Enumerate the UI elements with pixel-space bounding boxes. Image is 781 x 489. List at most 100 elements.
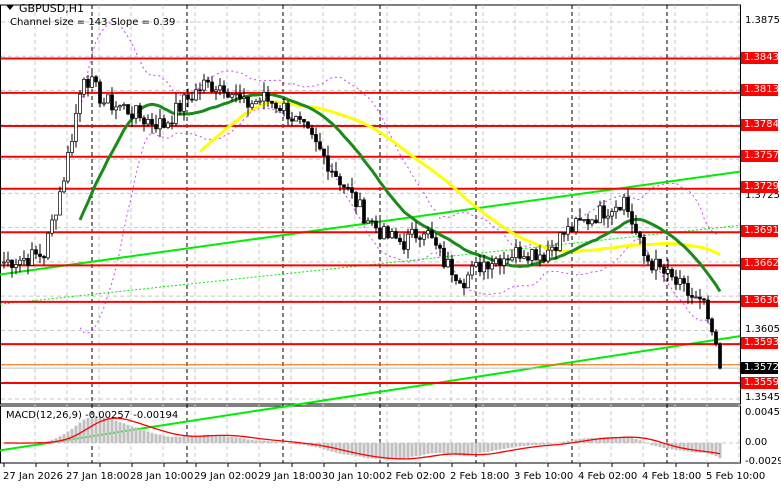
candle	[694, 296, 698, 299]
candle	[146, 119, 150, 125]
candle	[574, 218, 578, 233]
candle	[114, 106, 118, 111]
candle	[290, 118, 294, 122]
candle	[210, 81, 214, 92]
candle	[206, 79, 210, 83]
candle	[426, 230, 430, 235]
candle	[334, 171, 338, 177]
candle	[622, 196, 626, 211]
candle	[38, 253, 42, 257]
macd-histogram-bar	[714, 443, 718, 457]
candle	[414, 228, 418, 239]
candle	[358, 199, 362, 208]
candle	[122, 104, 126, 106]
macd-histogram-bar	[482, 443, 486, 453]
macd-histogram-bar	[274, 441, 278, 443]
macd-histogram-bar	[410, 443, 414, 457]
macd-histogram-bar	[522, 443, 526, 446]
candle	[2, 261, 6, 264]
candle	[534, 249, 538, 261]
candle	[226, 91, 230, 98]
candle	[250, 103, 254, 108]
candle	[690, 295, 694, 298]
candle	[170, 122, 174, 125]
macd-histogram-bar	[610, 437, 614, 443]
channel-info: Channel size = 143 Slope = 0.39	[10, 17, 176, 28]
macd-histogram-bar	[294, 443, 298, 445]
candle	[498, 258, 502, 266]
macd-histogram-bar	[90, 416, 94, 443]
candle	[202, 79, 206, 91]
candle	[338, 176, 342, 186]
level-label: 1.3630	[741, 295, 779, 307]
macd-histogram-bar	[686, 443, 690, 452]
candle	[642, 236, 646, 257]
candle	[386, 226, 390, 239]
candle	[262, 92, 266, 102]
candle	[342, 184, 346, 188]
time-tick: 28 Jan 10:00	[130, 471, 194, 482]
collapse-triangle-icon[interactable]	[6, 5, 14, 10]
candle	[258, 100, 262, 103]
macd-histogram-bar	[662, 443, 666, 449]
candle	[346, 186, 350, 189]
macd-histogram-bar	[690, 443, 694, 453]
macd-histogram-bar	[542, 443, 546, 445]
candle	[446, 258, 450, 268]
macd-histogram-bar	[530, 443, 534, 446]
time-tick: 30 Jan 10:00	[322, 471, 386, 482]
candle	[670, 268, 674, 278]
candle	[190, 98, 194, 101]
candle	[542, 254, 546, 262]
candle	[42, 256, 46, 259]
macd-histogram-bar	[334, 443, 338, 453]
macd-histogram-bar	[234, 437, 238, 443]
candle	[26, 258, 30, 266]
macd-histogram-bar	[498, 443, 502, 450]
macd-histogram-bar	[62, 434, 66, 443]
candle	[422, 233, 426, 240]
macd-histogram-bar	[574, 439, 578, 443]
macd-histogram-bar	[658, 443, 662, 448]
macd-histogram-bar	[718, 443, 722, 459]
macd-histogram-bar	[702, 443, 706, 453]
candle	[462, 282, 466, 289]
candle	[630, 211, 634, 225]
macd-histogram-bar	[158, 434, 162, 443]
macd-histogram-bar	[98, 416, 102, 443]
macd-histogram-bar	[526, 443, 530, 446]
candle	[706, 299, 710, 320]
macd-histogram-bar	[654, 443, 658, 447]
macd-histogram-bar	[138, 428, 142, 443]
candle	[494, 258, 498, 264]
macd-histogram-bar	[102, 417, 106, 443]
macd-histogram-bar	[558, 442, 562, 443]
macd-histogram-bar	[130, 426, 134, 443]
time-tick: 2 Feb 02:00	[386, 471, 446, 482]
price-tick: 1.3725	[745, 190, 780, 201]
macd-histogram-bar	[550, 443, 554, 444]
macd-histogram-bar	[614, 437, 618, 443]
candle	[370, 220, 374, 223]
candle	[662, 266, 666, 274]
macd-histogram-bar	[510, 443, 514, 448]
candle	[150, 119, 154, 125]
candle	[322, 148, 326, 157]
macd-histogram-bar	[642, 441, 646, 443]
candle	[410, 228, 414, 235]
candle	[214, 89, 218, 92]
macd-histogram-bar	[194, 435, 198, 443]
macd-histogram-bar	[210, 434, 214, 443]
candle	[638, 232, 642, 238]
macd-histogram-bar	[514, 443, 518, 447]
macd-histogram-bar	[182, 436, 186, 443]
candle	[718, 343, 722, 369]
macd-histogram-bar	[58, 436, 62, 443]
candle	[518, 247, 522, 259]
time-tick: 2 Feb 18:00	[450, 471, 510, 482]
macd-histogram-bar	[546, 443, 550, 445]
candle	[306, 121, 310, 129]
candle	[538, 254, 542, 261]
macd-histogram-bar	[706, 443, 710, 454]
